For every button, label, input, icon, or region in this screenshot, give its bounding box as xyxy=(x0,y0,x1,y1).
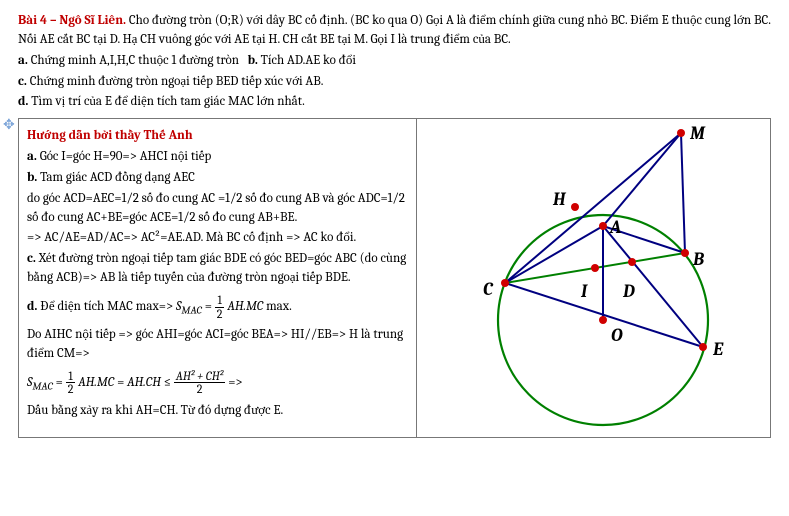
sol-b-label: b. xyxy=(27,170,40,185)
diagram-column: M H A B C I D E O xyxy=(417,119,769,437)
part-a-label: a. xyxy=(18,53,31,68)
svg-text:B: B xyxy=(692,249,704,270)
sol-b2: do góc ACD=AEC=1/2 số đo cung AC =1/2 số… xyxy=(27,190,408,228)
svg-text:C: C xyxy=(483,279,494,300)
sol-a-label: a. xyxy=(27,149,40,164)
two-column-table: ✥ Hướng dẫn bởi thầy Thế Anh a. Góc I=gó… xyxy=(18,118,771,438)
ahch: AH.CH xyxy=(127,375,161,390)
sol-d-eq2: SMAC = 1 2 AH.MC = AH.CH ≤ AH² + CH² 2 =… xyxy=(27,370,408,396)
part-d-label: d. xyxy=(18,94,31,109)
part-a-b: a. Chứng minh A,I,H,C thuộc 1 đường tròn… xyxy=(18,52,771,71)
svg-text:D: D xyxy=(622,281,635,302)
frac-big: AH² + CH² 2 xyxy=(174,370,225,396)
part-b-label: b. xyxy=(248,53,261,68)
sol-c: Xét đường tròn ngoại tiếp tam giác BDE c… xyxy=(27,251,406,285)
impl: => xyxy=(228,375,242,390)
ahmc-1: AH.MC xyxy=(227,299,263,314)
part-c-label: c. xyxy=(18,74,30,89)
part-d: d. Tìm vị trí của E để diện tích tam giá… xyxy=(18,93,771,112)
part-c-text: Chứng minh đường tròn ngoại tiếp BED tiế… xyxy=(30,74,324,89)
part-c: c. Chứng minh đường tròn ngoại tiếp BED … xyxy=(18,73,771,92)
part-d-text: Tìm vị trí của E để diện tích tam giác M… xyxy=(31,94,305,109)
sol-d-pre: Để diện tích MAC max=> xyxy=(40,299,173,314)
smac2-sub: MAC xyxy=(32,380,52,393)
sol-b1: Tam giác ACD đồng dạng AEC xyxy=(40,170,195,185)
sol-a: Góc I=góc H=90=> AHCI nội tiếp xyxy=(40,149,212,164)
frac-half-2: 1 2 xyxy=(66,370,76,396)
svg-text:M: M xyxy=(689,125,706,144)
part-a-text: Chứng minh A,I,H,C thuộc 1 đường tròn xyxy=(31,53,239,68)
svg-text:E: E xyxy=(712,339,724,360)
sol-c-label: c. xyxy=(27,251,39,266)
sol-b3: => AC/AE=AD/AC=> AC²=AE.AD. Mà BC cố địn… xyxy=(27,229,408,248)
problem-title: Bài 4 – Ngô Sĩ Liên. xyxy=(18,13,126,28)
solution-column: Hướng dẫn bởi thầy Thế Anh a. Góc I=góc … xyxy=(19,119,417,437)
guide-title: Hướng dẫn bởi thầy Thế Anh xyxy=(27,128,193,143)
ahmc-2: AH.MC xyxy=(78,375,114,390)
sol-d-label: d. xyxy=(27,299,40,314)
problem-body: Cho đường tròn (O;R) với dây BC cố định.… xyxy=(18,13,771,47)
frac-half-1: 1 2 xyxy=(215,294,225,320)
svg-text:H: H xyxy=(552,189,567,210)
sol-d-end: Dấu bằng xảy ra khi AH=CH. Từ đó dựng đư… xyxy=(27,402,408,421)
table-anchor-icon: ✥ xyxy=(3,119,15,131)
svg-text:A: A xyxy=(609,217,621,238)
geometry-diagram: M H A B C I D E O xyxy=(423,125,763,437)
svg-text:I: I xyxy=(580,281,588,302)
part-b-text: Tích AD.AE ko đổi xyxy=(261,53,356,68)
svg-text:O: O xyxy=(611,325,623,346)
sol-d-mid: Do AIHC nội tiếp => góc AHI=góc ACI=góc … xyxy=(27,326,408,364)
sol-d-eq1: d. Để diện tích MAC max=> SMAC = 1 2 AH.… xyxy=(27,294,408,320)
smac-sub: MAC xyxy=(181,304,201,317)
problem-statement: Bài 4 – Ngô Sĩ Liên. Cho đường tròn (O;R… xyxy=(18,12,771,50)
sol-d-post: max. xyxy=(266,299,292,314)
